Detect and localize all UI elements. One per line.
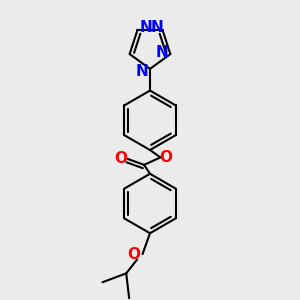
Text: N: N — [156, 45, 168, 60]
Text: N: N — [135, 64, 148, 79]
Text: O: O — [115, 152, 128, 166]
Text: N: N — [140, 20, 152, 35]
Text: O: O — [159, 150, 172, 165]
Text: N: N — [151, 20, 164, 35]
Text: O: O — [128, 247, 141, 262]
